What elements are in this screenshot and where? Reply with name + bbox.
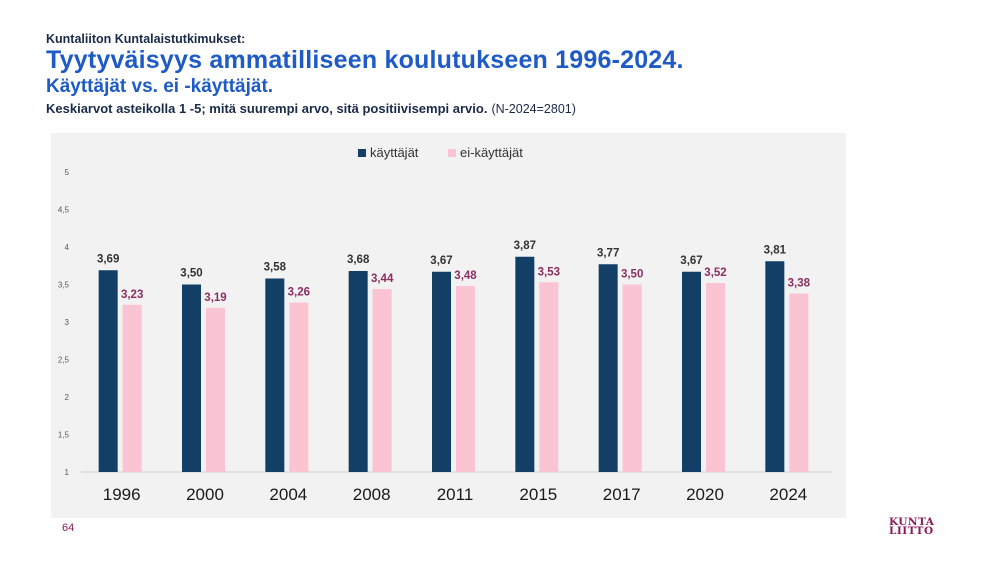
bar-series1 (265, 278, 285, 472)
org-title: Kuntaliiton Kuntalaistutkimukset: (46, 32, 246, 46)
bar-series2 (122, 304, 142, 472)
bar-series2 (539, 282, 559, 472)
x-tick-label: 1996 (103, 485, 141, 504)
data-label-series2: 3,44 (371, 273, 394, 285)
kuntaliitto-logo: KUNTA LIITTO (889, 516, 935, 537)
bar-series2 (622, 284, 642, 472)
page-number: 64 (62, 522, 75, 534)
data-label-series1: 3,87 (514, 240, 536, 252)
page-title: Tyytyväisyys ammatilliseen koulutukseen … (46, 46, 684, 74)
legend-swatch-series1 (358, 149, 366, 157)
x-tick-label: 2008 (353, 485, 391, 504)
bar-series1 (598, 264, 618, 472)
data-label-series2: 3,38 (788, 278, 811, 290)
y-tick-label: 3 (65, 318, 70, 327)
chart-area: 1 1,5 2 2,5 3 3,5 4 4,5 5 käyttäjät ei-käyttäjät 3,… (51, 133, 846, 518)
bar-chart: 1 1,5 2 2,5 3 3,5 4 4,5 5 käyttäjät ei-käyttäjät 3,… (58, 145, 831, 504)
data-label-series1: 3,68 (347, 254, 370, 266)
x-tick-label: 2015 (519, 485, 557, 504)
x-tick-label: 2000 (186, 485, 224, 504)
bar-series2 (456, 286, 475, 472)
x-tick-label: 2020 (686, 485, 724, 504)
data-label-series1: 3,69 (97, 253, 119, 265)
data-label-series1: 3,77 (597, 247, 619, 259)
data-label-series2: 3,48 (454, 270, 477, 282)
legend-label-series1: käyttäjät (370, 145, 419, 160)
data-label-series1: 3,67 (680, 255, 702, 267)
chart-description: Keskiarvot asteikolla 1 -5; mitä suuremp… (46, 101, 576, 116)
bar-series1 (765, 261, 785, 472)
data-label-series1: 3,81 (764, 244, 787, 256)
y-tick-label: 1,5 (58, 431, 70, 440)
x-tick-label: 2011 (437, 485, 474, 504)
bar-series1 (182, 284, 201, 472)
data-label-series1: 3,50 (180, 268, 202, 280)
x-tick-label: 2017 (603, 485, 641, 504)
y-tick-label: 1 (65, 468, 70, 477)
logo-line-1: KUNTA (889, 516, 935, 528)
data-label-series1: 3,58 (264, 262, 287, 274)
y-tick-label: 2,5 (58, 356, 70, 365)
data-label-series1: 3,67 (430, 255, 452, 267)
bar-series1 (682, 271, 701, 472)
y-tick-label: 3,5 (58, 281, 70, 290)
data-label-series2: 3,50 (621, 269, 643, 281)
bar-series2 (372, 289, 392, 472)
bar-series2 (289, 302, 309, 472)
bar-series2 (706, 283, 725, 472)
data-label-series2: 3,19 (204, 292, 226, 304)
data-label-series2: 3,23 (121, 289, 143, 301)
data-label-series2: 3,52 (704, 267, 726, 279)
y-tick-label: 5 (65, 168, 70, 177)
bar-series1 (515, 256, 535, 472)
page-subtitle: Käyttäjät vs. ei -käyttäjät. (46, 76, 274, 97)
bar-series1 (98, 270, 118, 472)
data-label-series2: 3,26 (288, 287, 310, 299)
legend-label-series2: ei-käyttäjät (460, 145, 523, 160)
bar-series1 (432, 271, 451, 472)
bar-series2 (789, 293, 809, 472)
logo-line-2: LIITTO (889, 525, 934, 537)
sample-size-note: (N-2024=2801) (491, 102, 576, 116)
x-tick-label: 2004 (269, 485, 307, 504)
description-text: Keskiarvot asteikolla 1 -5; mitä suuremp… (46, 101, 488, 116)
data-label-series2: 3,53 (538, 266, 560, 278)
y-tick-label: 4,5 (58, 206, 70, 215)
bar-series1 (348, 271, 368, 472)
y-tick-label: 4 (65, 243, 70, 252)
legend-swatch-series2 (448, 149, 456, 157)
y-tick-label: 2 (65, 393, 70, 402)
bar-series2 (206, 307, 225, 472)
x-tick-label: 2024 (769, 485, 807, 504)
